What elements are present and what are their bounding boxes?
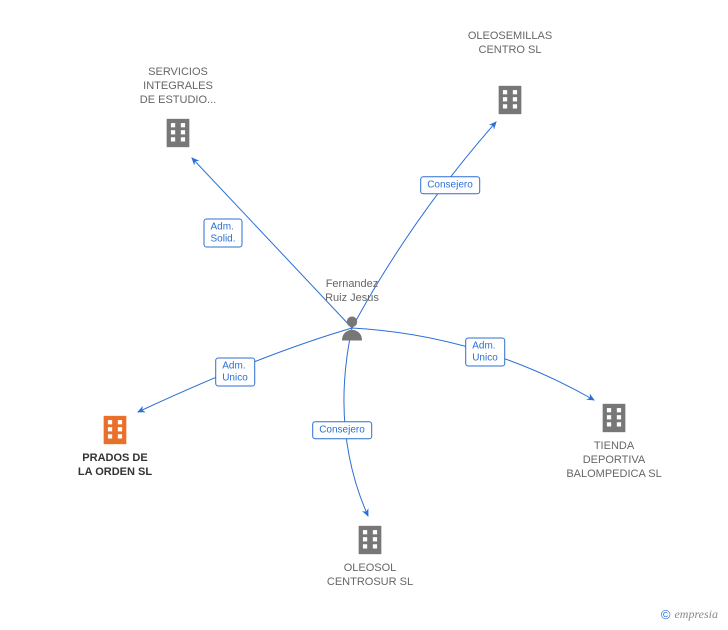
copyright-symbol: © — [661, 607, 671, 622]
footer: © empresia — [661, 607, 718, 622]
oleosemillas-label: OLEOSEMILLAS CENTRO SL — [468, 30, 552, 58]
edge-label-prados: Adm. Unico — [215, 358, 255, 387]
network-diagram: { "diagram": { "type": "network", "backg… — [0, 0, 728, 630]
prados-building-icon[interactable] — [98, 413, 132, 447]
tienda-building-icon[interactable] — [597, 401, 631, 435]
servicios-building-icon[interactable] — [161, 116, 195, 150]
prados-label: PRADOS DE LA ORDEN SL — [78, 452, 152, 480]
center-person-label: Fernandez Ruiz Jesus — [325, 278, 379, 306]
edge-prados — [138, 328, 352, 412]
edge-label-oleosol: Consejero — [312, 421, 372, 439]
edge-label-tienda: Adm. Unico — [465, 338, 505, 367]
oleosol-label: OLEOSOL CENTROSUR SL — [327, 562, 413, 590]
oleosol-building-icon[interactable] — [353, 523, 387, 557]
edge-label-servicios: Adm. Solid. — [203, 219, 242, 248]
brand-name: empresia — [674, 607, 718, 622]
edge-oleosol — [344, 328, 368, 516]
tienda-label: TIENDA DEPORTIVA BALOMPEDICA SL — [566, 440, 661, 481]
edge-label-oleosemillas: Consejero — [420, 176, 480, 194]
person-icon[interactable] — [337, 313, 367, 343]
oleosemillas-building-icon[interactable] — [493, 83, 527, 117]
servicios-label: SERVICIOS INTEGRALES DE ESTUDIO... — [140, 66, 216, 107]
edge-tienda — [352, 328, 594, 400]
